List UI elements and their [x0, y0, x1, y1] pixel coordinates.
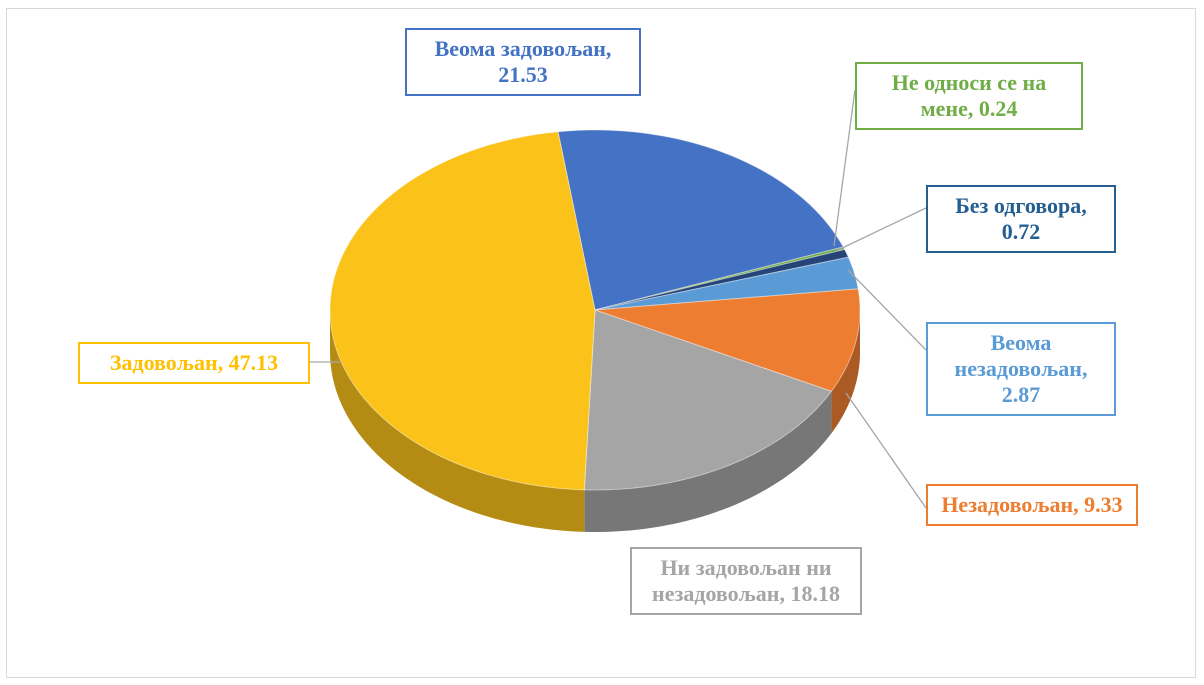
slice [594, 288, 861, 392]
chart-frame [6, 8, 1196, 678]
leader-line [833, 89, 856, 247]
slice [329, 131, 596, 491]
data-label: Веома незадовољан, 2.87 [926, 322, 1116, 416]
data-label: Веома задовољан, 21.53 [405, 28, 641, 96]
slice-side [584, 391, 832, 532]
data-label: Задовољан, 47.13 [78, 342, 310, 384]
slice [583, 309, 833, 491]
data-label: Без одговора, 0.72 [926, 185, 1116, 253]
data-label: Не односи се на мене, 0.24 [855, 62, 1083, 130]
slice [594, 256, 859, 311]
slice-side [330, 310, 585, 532]
leader-line [847, 269, 927, 351]
slice-side [831, 310, 860, 434]
leader-line [835, 207, 927, 252]
leader-line [845, 392, 927, 509]
data-label: Ни задовољан ни незадовољан, 18.18 [630, 547, 862, 615]
slice [557, 129, 844, 311]
data-label: Незадовољан, 9.33 [926, 484, 1138, 526]
